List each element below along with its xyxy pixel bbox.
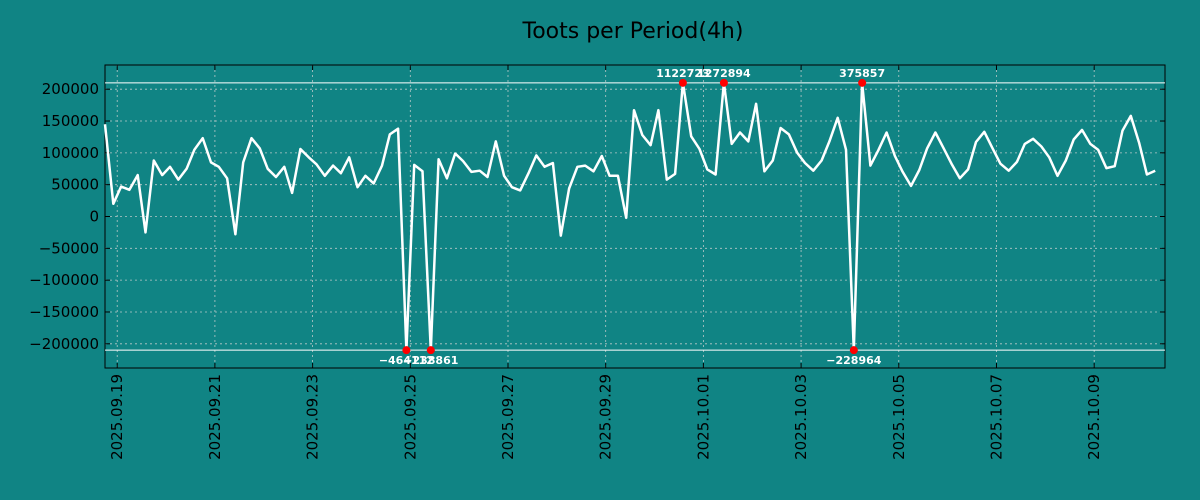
y-tick-label: −50000 [39,239,99,257]
x-tick-label: 2025.09.29 [597,374,615,460]
outlier-label: −238861 [403,354,458,367]
x-tick-label: 2025.09.19 [108,374,126,460]
x-tick-label: 2025.10.07 [987,374,1005,460]
y-tick-label: −150000 [29,303,99,321]
y-tick-label: 100000 [42,144,99,162]
outlier-marker [719,78,728,87]
y-tick-label: −200000 [29,335,99,353]
outlier-marker [858,78,867,87]
y-tick-label: 150000 [42,112,99,130]
outlier-label: 375857 [839,67,885,80]
x-tick-label: 2025.10.01 [694,374,712,460]
x-tick-label: 2025.09.25 [401,374,419,460]
outlier-marker [402,346,411,355]
chart-title: Toots per Period(4h) [522,19,744,44]
y-tick-label: 200000 [42,80,99,98]
outlier-label: 1272894 [697,67,751,80]
x-tick-label: 2025.10.09 [1085,374,1103,460]
outlier-marker [426,346,435,355]
x-tick-label: 2025.10.03 [792,374,810,460]
outlier-label: −228964 [826,354,881,367]
outlier-marker [849,346,858,355]
y-tick-label: 0 [89,208,99,226]
x-tick-label: 2025.10.05 [890,374,908,460]
x-tick-label: 2025.09.21 [206,374,224,460]
x-tick-label: 2025.09.23 [304,374,322,460]
y-tick-label: −100000 [29,271,99,289]
series-line [103,81,1156,352]
outlier-label: 1122723 [656,67,710,80]
outlier-marker [678,78,687,87]
outlier-label: −464112 [379,354,434,367]
x-tick-label: 2025.09.27 [499,374,517,460]
y-tick-label: 50000 [51,176,99,194]
